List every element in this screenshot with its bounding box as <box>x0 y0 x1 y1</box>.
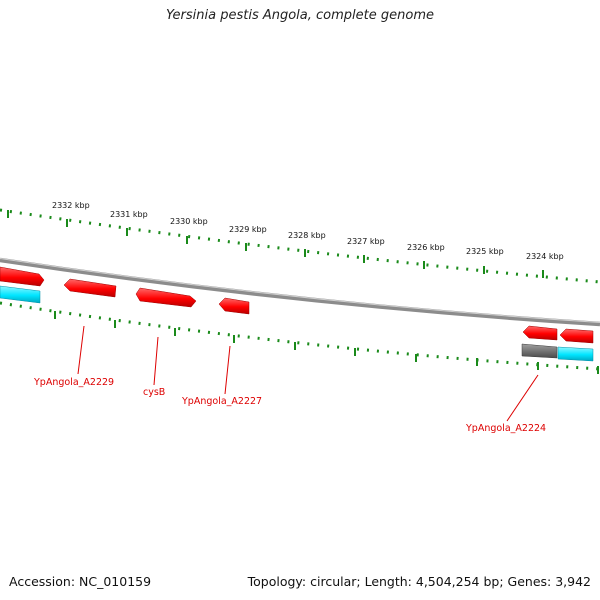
rna-feature[interactable] <box>557 346 594 362</box>
genome-summary-text: Topology: circular; Length: 4,504,254 bp… <box>247 574 591 589</box>
scale-label: 2328 kbp <box>288 231 326 240</box>
genome-backbone <box>0 257 600 327</box>
scale-label: 2324 kbp <box>526 252 564 261</box>
outer-scale-ruler <box>0 208 600 284</box>
gene-label[interactable]: YpAngola_A2227 <box>181 396 262 407</box>
scale-label: 2326 kbp <box>407 243 445 252</box>
outer-major-ticks <box>7 210 544 278</box>
cds-feature[interactable] <box>63 278 117 298</box>
forward-features <box>0 266 594 344</box>
cds-feature[interactable] <box>559 328 594 344</box>
accession-text: Accession: NC_010159 <box>9 574 152 589</box>
gene-label[interactable]: YpAngola_A2224 <box>465 423 546 434</box>
rna-feature[interactable] <box>0 285 41 304</box>
cds-feature[interactable] <box>135 287 197 308</box>
scale-label: 2327 kbp <box>347 237 385 246</box>
gene-label[interactable]: YpAngola_A2229 <box>33 377 114 388</box>
scale-label: 2332 kbp <box>52 201 90 210</box>
scale-label: 2325 kbp <box>466 247 504 256</box>
scale-label: 2331 kbp <box>110 210 148 219</box>
genome-backbone-highlight <box>0 258 600 323</box>
pseudogene-feature[interactable] <box>521 343 558 359</box>
gene-labels: YpAngola_A2229 cysB YpAngola_A2227 YpAng… <box>33 377 546 434</box>
scale-label: 2330 kbp <box>170 217 208 226</box>
inner-scale-ruler <box>0 301 600 374</box>
scale-label: 2329 kbp <box>229 225 267 234</box>
scale-labels: 2332 kbp 2331 kbp 2330 kbp 2329 kbp 2328… <box>52 201 564 261</box>
map-title: Yersinia pestis Angola, complete genome <box>166 8 434 23</box>
cds-feature[interactable] <box>218 297 250 315</box>
cds-feature[interactable] <box>522 325 558 341</box>
cds-feature[interactable] <box>0 266 45 287</box>
rna-features <box>0 285 594 362</box>
gene-label-leaders <box>77 325 539 422</box>
gene-label[interactable]: cysB <box>143 387 165 398</box>
inner-scale-dots <box>0 301 600 371</box>
inner-major-ticks <box>54 311 599 374</box>
